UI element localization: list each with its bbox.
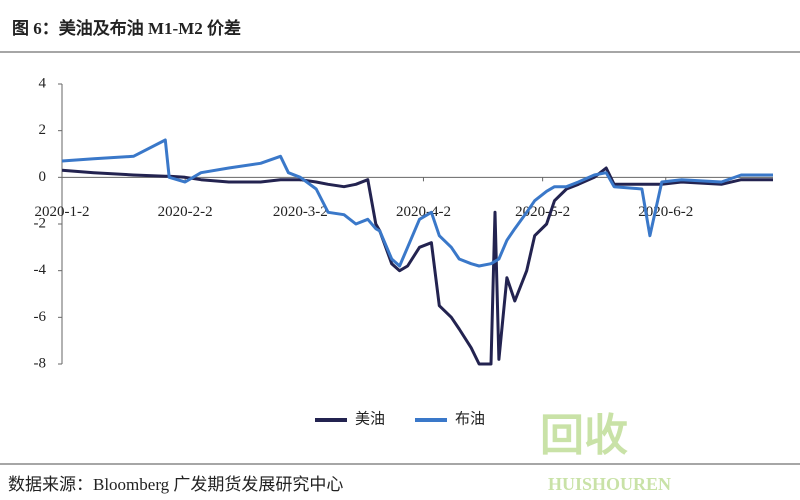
y-tick-label: 0 — [39, 169, 47, 185]
y-tick-label: 2 — [39, 122, 47, 138]
x-tick-label: 2020-1-2 — [35, 204, 90, 220]
series-line — [61, 138, 773, 268]
x-tick-label: 2020-6-2 — [638, 204, 693, 220]
legend-label: 美油 — [355, 410, 385, 427]
watermark: HUISHOUREN — [548, 474, 671, 494]
y-tick-label: -8 — [34, 355, 47, 371]
y-tick-label: -6 — [34, 309, 47, 325]
x-tick-label: 2020-2-2 — [158, 204, 213, 220]
series-line — [61, 166, 773, 366]
x-tick-label: 2020-4-2 — [396, 204, 451, 220]
watermark: 回收 — [540, 411, 628, 460]
y-tick-label: -4 — [34, 262, 47, 278]
y-tick-label: 4 — [39, 75, 47, 91]
chart-title: 图 6：美油及布油 M1-M2 价差 — [12, 18, 241, 38]
y-tick-label: -2 — [34, 215, 47, 231]
legend-label: 布油 — [455, 410, 485, 427]
x-tick-label: 2020-3-2 — [273, 204, 328, 220]
source-note: 数据来源：Bloomberg 广发期货发展研究中心 — [8, 475, 343, 494]
